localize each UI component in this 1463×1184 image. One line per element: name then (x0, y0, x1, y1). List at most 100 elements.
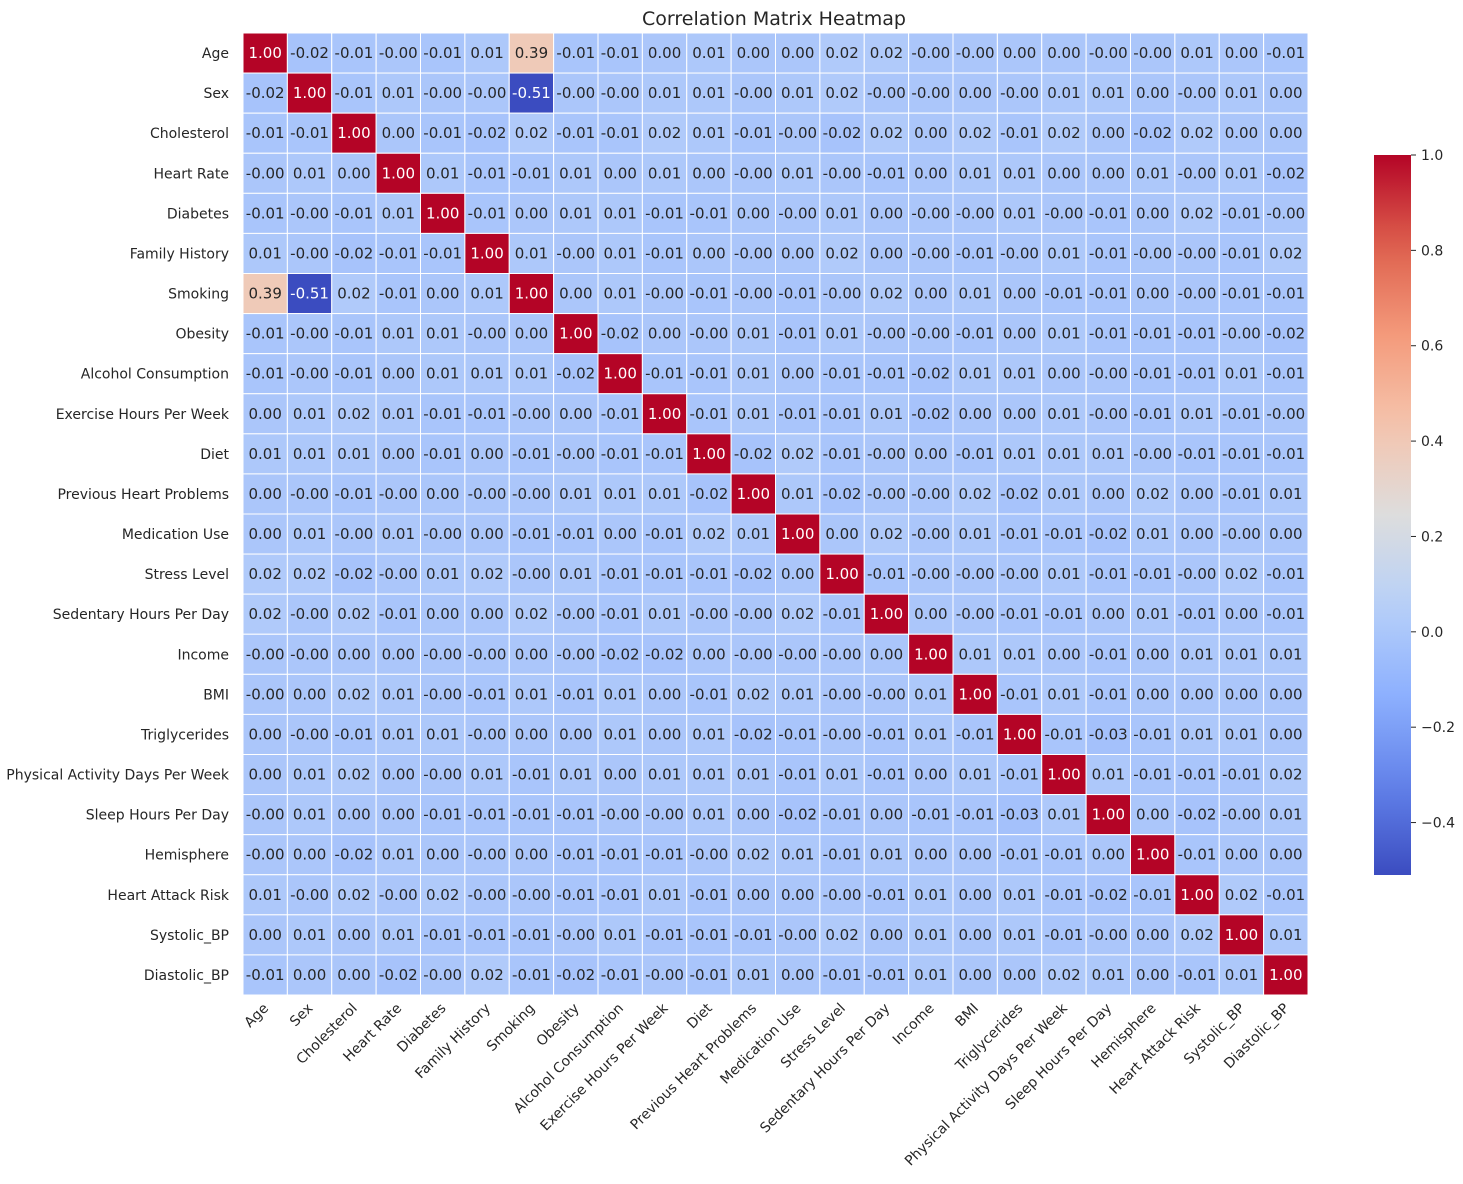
heatmap-cell-label: -0.01 (601, 124, 640, 142)
heatmap-cell-label: -0.01 (1045, 846, 1084, 864)
heatmap-cell (908, 914, 954, 956)
heatmap-cell-label: -0.01 (1133, 766, 1172, 784)
heatmap-cell-label: -0.00 (1000, 244, 1039, 262)
heatmap-cell-label: -0.00 (911, 525, 950, 543)
heatmap-cell-label: -0.00 (1222, 525, 1261, 543)
heatmap-cell (686, 874, 732, 916)
heatmap-cell-label: -0.00 (778, 926, 817, 944)
heatmap-cell-label: -0.01 (690, 204, 729, 222)
heatmap-cell (242, 473, 288, 515)
heatmap-cell-label: -0.00 (645, 806, 684, 824)
heatmap-cell-label: -0.02 (556, 365, 595, 383)
heatmap-cell-label: -0.00 (556, 84, 595, 102)
heatmap-cell (242, 754, 288, 796)
heatmap-cell (908, 192, 954, 234)
heatmap-cell (420, 954, 466, 996)
heatmap-cell (863, 513, 910, 555)
heatmap-cell (952, 914, 998, 956)
heatmap-cell-label: 0.00 (1225, 124, 1258, 142)
heatmap-cell (996, 834, 1043, 876)
heatmap-cell (1218, 673, 1265, 715)
chart-title: Correlation Matrix Heatmap (642, 8, 906, 30)
heatmap-cell-label: -0.01 (690, 926, 729, 944)
heatmap-cell-label: 0.01 (1003, 204, 1036, 222)
heatmap-cell-label: 0.02 (781, 445, 814, 463)
heatmap-cell-label: 0.01 (1269, 926, 1302, 944)
heatmap-cell-label: -0.01 (734, 124, 773, 142)
heatmap-cell (553, 192, 599, 234)
heatmap-cell (1218, 713, 1265, 756)
heatmap-cell-label: 0.01 (603, 204, 636, 222)
heatmap-cell (375, 232, 421, 275)
heatmap-cell (1085, 593, 1131, 635)
heatmap-cell (775, 273, 821, 315)
heatmap-cell-label: 0.00 (781, 244, 814, 262)
heatmap-cell (996, 232, 1043, 275)
heatmap-cell-label: 0.01 (825, 766, 858, 784)
heatmap-cell (464, 513, 510, 555)
heatmap-cell (1218, 192, 1265, 234)
heatmap-cell-label: 0.00 (1092, 164, 1125, 182)
heatmap-cell-label: -0.01 (512, 164, 551, 182)
heatmap-cell-label: -0.01 (1178, 966, 1217, 984)
heatmap-cell (1263, 353, 1309, 395)
heatmap-cell-label: 0.01 (1003, 886, 1036, 904)
heatmap-cell-label: -0.02 (468, 124, 507, 142)
heatmap-cell-label: -0.01 (1266, 44, 1305, 62)
heatmap-cell-label: 0.00 (914, 124, 947, 142)
heatmap-cell (420, 673, 466, 715)
heatmap-cell (1130, 954, 1176, 996)
heatmap-cell-label: -0.00 (379, 886, 418, 904)
heatmap-cell (996, 713, 1043, 756)
heatmap-cell (286, 834, 333, 876)
heatmap-cell-label: 0.01 (648, 485, 681, 503)
colorbar-tick-label: −0.2 (1421, 720, 1455, 736)
heatmap-cell-label: -0.00 (690, 846, 729, 864)
heatmap-cell-label: 0.00 (737, 806, 770, 824)
heatmap-cell (863, 713, 910, 756)
heatmap-cell-label: -0.02 (1178, 806, 1217, 824)
heatmap-cell-label: 0.01 (737, 525, 770, 543)
heatmap-cell-label: 0.01 (648, 605, 681, 623)
heatmap-cell-label: 0.01 (1047, 244, 1080, 262)
heatmap-cell (420, 914, 466, 956)
heatmap-cell-label: 0.00 (1136, 966, 1169, 984)
heatmap-cell-label: 0.01 (426, 365, 459, 383)
heatmap-cell-label: 0.00 (648, 725, 681, 743)
heatmap-cell (775, 72, 821, 114)
heatmap-cell (952, 874, 998, 916)
heatmap-cell (508, 673, 555, 715)
heatmap-cell-label: -0.00 (1178, 84, 1217, 102)
heatmap-cell (1041, 192, 1087, 234)
heatmap-cell-label: 1.00 (559, 325, 592, 343)
heatmap-cell (242, 713, 288, 756)
heatmap-cell-label: 0.01 (1225, 725, 1258, 743)
heatmap-cell-label: 0.01 (1003, 365, 1036, 383)
heatmap-cell-label: 0.00 (248, 725, 281, 743)
heatmap-cell-label: 0.01 (1047, 565, 1080, 583)
heatmap-cell-label: -0.00 (1222, 325, 1261, 343)
heatmap-cell-label: 0.00 (870, 244, 903, 262)
heatmap-cell-label: -0.00 (867, 445, 906, 463)
heatmap-cell-label: -0.01 (1045, 285, 1084, 303)
heatmap-cell-label: -0.00 (911, 325, 950, 343)
heatmap-cell-label: 0.00 (648, 325, 681, 343)
y-axis-tick-label: Medication Use (122, 527, 229, 543)
heatmap-cell (331, 393, 377, 435)
heatmap-cell-label: -0.00 (423, 685, 462, 703)
heatmap-cell (996, 954, 1043, 996)
heatmap-cell-label: -0.01 (512, 445, 551, 463)
heatmap-cell (686, 673, 732, 715)
heatmap-cell-label: -0.00 (468, 485, 507, 503)
heatmap-cell (730, 954, 776, 996)
heatmap-cell-label: 0.01 (293, 926, 326, 944)
heatmap-cell-label: 0.02 (825, 44, 858, 62)
heatmap-cell-label: 0.01 (470, 285, 503, 303)
heatmap-cell-label: 0.01 (692, 44, 725, 62)
heatmap-cell-label: 0.02 (870, 525, 903, 543)
heatmap-cell-label: -0.00 (867, 685, 906, 703)
heatmap-cell (775, 754, 821, 796)
heatmap-cell-label: -0.00 (423, 84, 462, 102)
heatmap-cell (597, 152, 643, 194)
